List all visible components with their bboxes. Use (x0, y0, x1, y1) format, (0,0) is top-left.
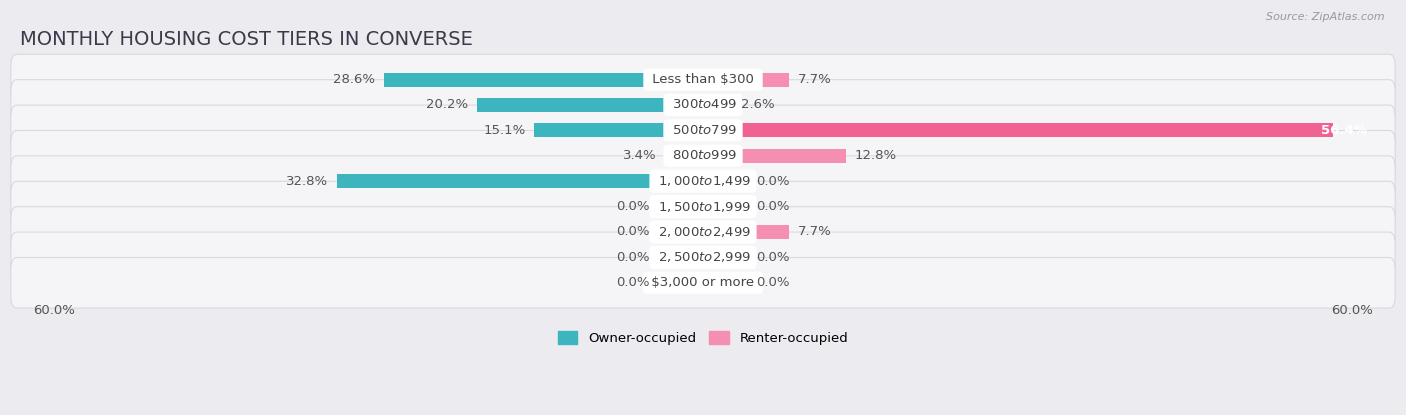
Text: 0.0%: 0.0% (756, 200, 790, 213)
Bar (703, 225, 789, 239)
Bar (658, 225, 703, 239)
Text: 15.1%: 15.1% (484, 124, 526, 137)
Bar (703, 73, 789, 87)
FancyBboxPatch shape (11, 181, 1395, 232)
Bar (384, 73, 703, 87)
Bar (658, 200, 703, 214)
Bar (703, 276, 748, 290)
Text: 56.4%: 56.4% (1322, 124, 1367, 137)
Legend: Owner-occupied, Renter-occupied: Owner-occupied, Renter-occupied (553, 325, 853, 350)
Text: $2,500 to $2,999: $2,500 to $2,999 (654, 250, 752, 264)
FancyBboxPatch shape (11, 80, 1395, 130)
Text: 0.0%: 0.0% (756, 251, 790, 264)
Text: 60.0%: 60.0% (1331, 304, 1372, 317)
Bar (703, 98, 733, 112)
Text: Less than $300: Less than $300 (648, 73, 758, 86)
Text: 12.8%: 12.8% (855, 149, 897, 162)
Text: 60.0%: 60.0% (34, 304, 75, 317)
Text: 0.0%: 0.0% (756, 175, 790, 188)
Text: 0.0%: 0.0% (616, 200, 650, 213)
Text: $1,000 to $1,499: $1,000 to $1,499 (654, 174, 752, 188)
Bar (534, 123, 703, 137)
Bar (703, 123, 1333, 137)
Text: $2,000 to $2,499: $2,000 to $2,499 (654, 225, 752, 239)
Bar (703, 149, 846, 163)
Text: Source: ZipAtlas.com: Source: ZipAtlas.com (1267, 12, 1385, 22)
Bar (703, 200, 748, 214)
FancyBboxPatch shape (11, 105, 1395, 156)
FancyBboxPatch shape (11, 207, 1395, 257)
Text: 0.0%: 0.0% (616, 225, 650, 239)
Text: 32.8%: 32.8% (285, 175, 328, 188)
Bar (478, 98, 703, 112)
Text: $800 to $999: $800 to $999 (668, 149, 738, 162)
Text: 0.0%: 0.0% (756, 276, 790, 289)
Text: 28.6%: 28.6% (333, 73, 375, 86)
Bar (703, 250, 748, 264)
Text: 0.0%: 0.0% (616, 276, 650, 289)
Bar (337, 174, 703, 188)
Text: $300 to $499: $300 to $499 (668, 98, 738, 112)
Text: $3,000 or more: $3,000 or more (647, 276, 759, 289)
FancyBboxPatch shape (11, 130, 1395, 181)
Bar (665, 149, 703, 163)
Text: 0.0%: 0.0% (616, 251, 650, 264)
Bar (658, 250, 703, 264)
FancyBboxPatch shape (11, 232, 1395, 283)
Bar (703, 174, 748, 188)
FancyBboxPatch shape (11, 54, 1395, 105)
Text: 7.7%: 7.7% (797, 73, 831, 86)
FancyBboxPatch shape (11, 156, 1395, 206)
Bar (658, 276, 703, 290)
Text: 7.7%: 7.7% (797, 225, 831, 239)
FancyBboxPatch shape (11, 257, 1395, 308)
Text: MONTHLY HOUSING COST TIERS IN CONVERSE: MONTHLY HOUSING COST TIERS IN CONVERSE (20, 30, 472, 49)
Text: 3.4%: 3.4% (623, 149, 657, 162)
Text: $500 to $799: $500 to $799 (668, 124, 738, 137)
Text: 2.6%: 2.6% (741, 98, 775, 112)
Text: $1,500 to $1,999: $1,500 to $1,999 (654, 200, 752, 214)
Text: 20.2%: 20.2% (426, 98, 468, 112)
